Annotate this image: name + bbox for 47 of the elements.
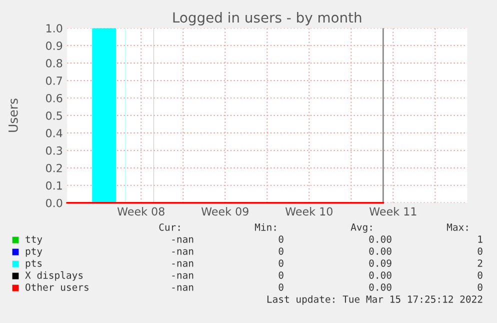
y-axis-title: Users: [8, 98, 18, 132]
text: -nan: [172, 237, 194, 243]
text: 0: [278, 283, 284, 291]
y-tick-label: 0.7: [46, 76, 62, 85]
text: 0: [278, 259, 284, 267]
legend-label: X displays: [25, 271, 83, 281]
y-tick-label: 0.3: [46, 146, 62, 155]
text: Last update: Tue Mar 15 17:25:12 2022: [267, 295, 482, 305]
text: 0.00: [369, 271, 392, 279]
legend-label: pty: [26, 248, 42, 257]
text: 0: [478, 247, 482, 255]
text: 0.00: [369, 247, 392, 255]
x-tick-label: Week 09: [201, 207, 248, 216]
x-tick-label: Week 08: [117, 207, 164, 216]
text: 0: [478, 271, 482, 279]
text: -nan: [172, 285, 194, 291]
text: -nan: [172, 261, 194, 267]
text: 0.00: [369, 283, 392, 291]
text: 0.00: [369, 235, 392, 243]
text: 0: [478, 283, 482, 291]
x-tick-label: Week 10: [285, 207, 332, 216]
x-tick-label: Week 11: [369, 207, 416, 216]
text: Avg:: [350, 224, 372, 233]
text: 0: [278, 271, 284, 279]
text: -nan: [172, 273, 194, 279]
y-tick-label: 0.2: [46, 164, 62, 172]
y-tick-label: 1.0: [46, 24, 62, 32]
text: Cur:: [159, 223, 180, 231]
text: 0: [278, 235, 284, 243]
text: Max:: [446, 224, 468, 231]
y-tick-label: 0.6: [46, 94, 62, 102]
y-tick-label: 0.0: [46, 198, 62, 208]
text: -nan: [172, 249, 194, 255]
text: 0: [278, 247, 284, 255]
text: 1: [478, 236, 482, 243]
y-tick-label: 0.5: [46, 111, 62, 120]
text: Min:: [254, 223, 276, 231]
legend-label: tty: [26, 236, 42, 245]
y-tick-label: 0.1: [46, 181, 62, 190]
text: 0.09: [369, 259, 392, 267]
text: 2: [478, 259, 482, 267]
legend-label: Other users: [26, 283, 88, 291]
chart-title: Logged in users - by month: [173, 12, 362, 26]
y-tick-label: 0.4: [46, 128, 62, 138]
y-tick-label: 0.8: [46, 59, 62, 68]
legend-label: pts: [26, 260, 42, 269]
y-tick-label: 0.9: [46, 42, 62, 50]
